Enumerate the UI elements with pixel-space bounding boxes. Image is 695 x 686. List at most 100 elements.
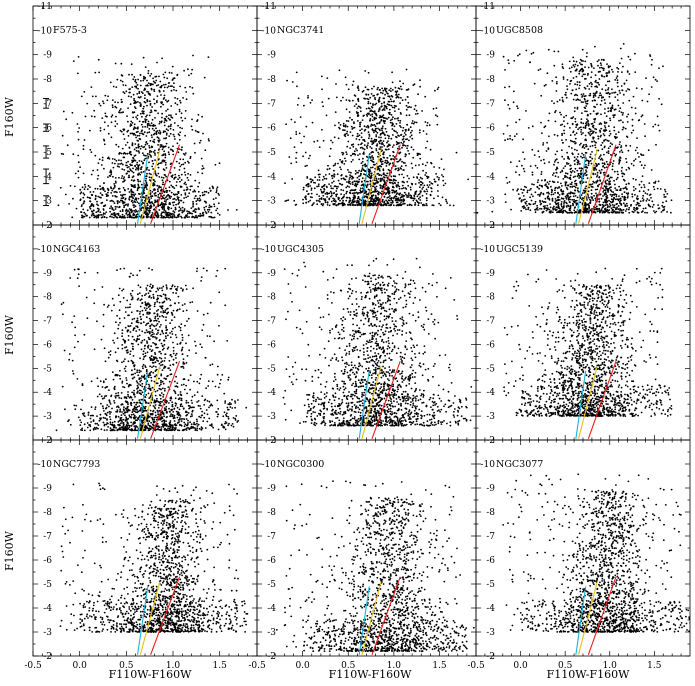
star-point [216, 207, 219, 210]
star-point [413, 108, 416, 111]
star-point [387, 116, 390, 119]
star-point [172, 186, 174, 188]
star-point [140, 145, 143, 148]
star-point [163, 150, 166, 153]
star-point [417, 197, 420, 200]
star-point [563, 129, 565, 132]
star-point [195, 200, 198, 203]
star-point [392, 158, 395, 161]
star-point [614, 96, 617, 98]
star-point [396, 90, 399, 93]
star-point [423, 190, 426, 193]
star-point [402, 135, 405, 138]
star-point [641, 197, 644, 200]
star-point [573, 65, 576, 68]
star-point [157, 144, 160, 146]
star-point [437, 195, 439, 198]
star-point [170, 207, 173, 210]
star-point [163, 194, 165, 197]
star-point [80, 216, 83, 219]
star-point [644, 207, 647, 210]
star-point [395, 195, 398, 198]
star-point [128, 212, 131, 215]
star-point [575, 204, 578, 206]
star-point [357, 98, 360, 101]
star-point [635, 178, 637, 181]
star-point [148, 93, 151, 95]
star-point [574, 63, 577, 66]
star-point [621, 114, 624, 116]
star-point [137, 179, 139, 181]
star-point [332, 187, 334, 190]
star-point [354, 188, 357, 191]
star-point [163, 86, 166, 89]
star-point [113, 216, 115, 219]
star-point [107, 95, 109, 98]
star-point [141, 112, 144, 115]
star-point [607, 140, 610, 142]
star-point [370, 191, 373, 194]
star-point [209, 205, 212, 208]
star-points [57, 54, 238, 219]
star-point [188, 210, 190, 213]
star-point [177, 214, 179, 217]
star-point [590, 192, 593, 195]
star-point [127, 107, 129, 109]
fiducial-line-red [371, 144, 401, 224]
star-point [622, 93, 625, 96]
star-point [177, 178, 180, 181]
star-point [349, 197, 351, 200]
star-point [69, 185, 72, 187]
star-point [94, 187, 97, 190]
star-point [183, 210, 185, 213]
star-point [648, 93, 650, 96]
star-point [373, 164, 376, 166]
star-point [361, 119, 364, 121]
star-point [168, 206, 171, 209]
star-point [610, 198, 613, 201]
star-point [144, 157, 147, 160]
star-point [162, 103, 165, 106]
star-point [404, 155, 407, 158]
star-point [77, 56, 80, 58]
star-point [308, 157, 310, 160]
star-point [180, 163, 183, 166]
star-point [651, 206, 654, 208]
star-point [351, 99, 354, 102]
star-point [587, 211, 590, 214]
star-point [171, 149, 174, 152]
star-point [186, 216, 189, 219]
star-point [392, 180, 395, 182]
star-point [160, 94, 162, 96]
star-points [284, 68, 469, 207]
star-point [128, 198, 131, 201]
star-point [511, 138, 514, 141]
star-point [641, 88, 643, 90]
star-point [164, 164, 167, 166]
star-point [578, 72, 581, 75]
star-point [540, 159, 542, 162]
star-point [310, 180, 313, 183]
star-point [574, 189, 576, 192]
star-point [374, 117, 376, 119]
star-point [598, 83, 600, 86]
star-point [574, 120, 577, 123]
star-point [347, 203, 349, 206]
star-point [345, 108, 348, 111]
star-point [135, 127, 137, 130]
star-point [576, 81, 579, 83]
star-point [573, 156, 576, 159]
star-point [569, 164, 572, 167]
star-point [427, 186, 430, 189]
star-point [648, 182, 651, 185]
star-point [569, 70, 572, 73]
y-tick-label: -2 [43, 221, 52, 231]
star-point [127, 166, 130, 168]
star-point [114, 190, 117, 193]
star-point [410, 106, 412, 109]
star-point [364, 201, 366, 204]
star-point [180, 112, 183, 115]
star-point [603, 153, 605, 156]
star-point [609, 145, 612, 148]
star-point [388, 179, 391, 181]
